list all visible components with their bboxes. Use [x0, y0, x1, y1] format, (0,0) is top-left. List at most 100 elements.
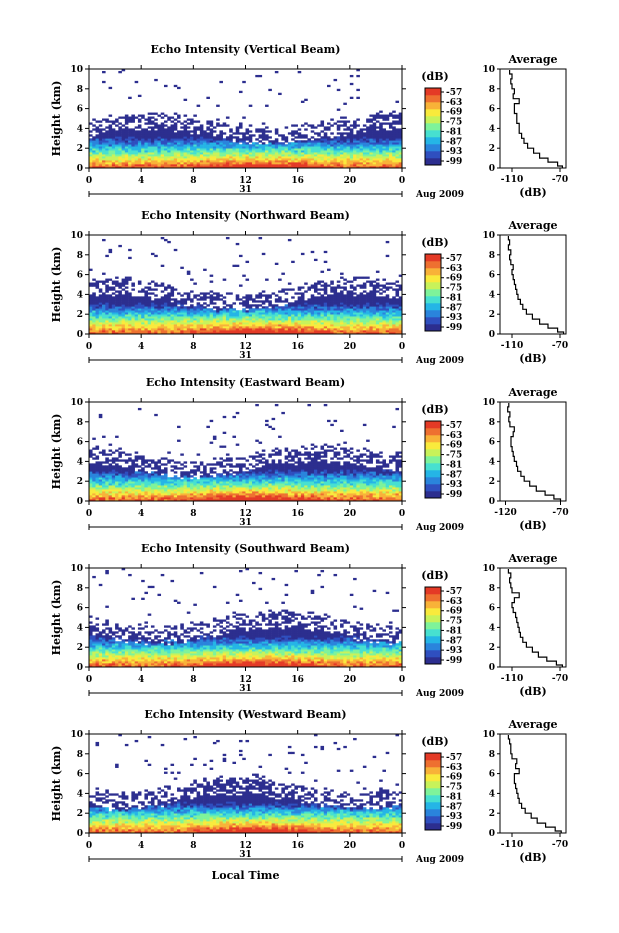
heatmap-cell — [317, 296, 321, 298]
heatmap-cell — [109, 324, 113, 326]
heatmap-cell — [105, 279, 109, 281]
heatmap-cell — [311, 150, 315, 152]
heatmap-cell — [249, 316, 253, 318]
heatmap-cell — [122, 150, 126, 152]
heatmap-cell — [180, 310, 184, 312]
heatmap-cell — [265, 158, 269, 160]
heatmap-cell — [311, 160, 315, 162]
y-tick-label: 4 — [77, 124, 83, 134]
heatmap-cell — [311, 489, 315, 491]
heatmap-cell — [200, 324, 204, 326]
heatmap-cell — [311, 130, 315, 132]
heatmap-cell — [174, 128, 178, 130]
heatmap-cell — [379, 497, 383, 499]
heatmap-cell — [320, 493, 324, 495]
heatmap-cell — [213, 320, 217, 322]
heatmap-cell — [112, 140, 116, 142]
heatmap-cell — [278, 142, 282, 144]
heatmap-cell — [151, 138, 155, 140]
heatmap-cell — [395, 150, 399, 152]
heatmap-cell — [343, 283, 347, 285]
heatmap-cell — [255, 316, 259, 318]
heatmap-cell — [236, 160, 240, 162]
heatmap-cell — [190, 316, 194, 318]
heatmap-cell — [369, 128, 373, 130]
x-tick-label: 16 — [291, 176, 304, 186]
heatmap-cell — [304, 316, 308, 318]
heatmap-cell — [157, 160, 161, 162]
heatmap-cell — [131, 140, 135, 142]
heatmap-cell — [164, 310, 168, 312]
heatmap-cell — [128, 312, 132, 314]
heatmap-cell — [242, 320, 246, 322]
heatmap-cell — [249, 330, 253, 332]
heatmap-cell — [242, 160, 246, 162]
heatmap-cell — [232, 136, 236, 138]
heatmap-cell — [304, 320, 308, 322]
heatmap-cell — [122, 491, 126, 493]
heatmap-cell — [161, 310, 165, 312]
heatmap-cell — [219, 298, 223, 300]
heatmap-cell — [190, 290, 194, 292]
heatmap-cell — [105, 158, 109, 160]
heatmap-cell — [99, 318, 103, 320]
heatmap-cell — [376, 326, 380, 328]
heatmap-cell — [272, 487, 276, 489]
heatmap-cell — [226, 292, 230, 294]
heatmap-cell — [96, 491, 100, 493]
heatmap-cell — [167, 330, 171, 332]
heatmap-cell — [102, 140, 106, 142]
heatmap-cell — [102, 119, 106, 121]
heatmap-cell — [347, 326, 351, 328]
heatmap-cell — [242, 495, 246, 497]
heatmap-cell — [219, 497, 223, 499]
heatmap-cell — [363, 277, 367, 279]
heatmap-cell — [122, 324, 126, 326]
heatmap-cell — [379, 489, 383, 491]
heatmap-cell — [105, 316, 109, 318]
heatmap-cell — [157, 150, 161, 152]
heatmap-cell — [122, 497, 126, 499]
heatmap-cell — [187, 326, 191, 328]
colorbar-swatch — [425, 151, 441, 158]
heatmap-cell — [298, 489, 302, 491]
heatmap-cell — [115, 283, 119, 285]
heatmap-cell — [96, 330, 100, 332]
heatmap-cell — [327, 152, 331, 154]
heatmap-cell — [291, 310, 295, 312]
heatmap-cell — [330, 294, 334, 296]
heatmap-cell — [206, 150, 210, 152]
heatmap-cell — [144, 140, 148, 142]
heatmap-cell — [138, 328, 142, 330]
heatmap-cell — [327, 148, 331, 150]
heatmap-cell — [275, 130, 279, 132]
heatmap-cell — [259, 146, 263, 148]
heatmap-cell — [161, 237, 165, 239]
heatmap-cell — [118, 318, 122, 320]
heatmap-cell — [125, 156, 129, 158]
heatmap-cell — [118, 314, 122, 316]
heatmap-cell — [334, 146, 338, 148]
heatmap-cell — [314, 328, 318, 330]
heatmap-cell — [389, 158, 393, 160]
heatmap-cell — [373, 304, 377, 306]
heatmap-cell — [128, 158, 132, 160]
heatmap-cell — [216, 162, 220, 164]
heatmap-cell — [298, 286, 302, 288]
heatmap-cell — [203, 142, 207, 144]
heatmap-cell — [246, 330, 250, 332]
heatmap-cell — [395, 281, 399, 283]
heatmap-cell — [311, 495, 315, 497]
heatmap-cell — [236, 156, 240, 158]
heatmap-cell — [304, 128, 308, 130]
heatmap-cell — [125, 326, 129, 328]
heatmap-cell — [343, 144, 347, 146]
heatmap-cell — [379, 326, 383, 328]
heatmap-cell — [337, 330, 341, 332]
heatmap-cell — [164, 148, 168, 150]
heatmap-cell — [151, 130, 155, 132]
heatmap-cell — [109, 328, 113, 330]
heatmap-cell — [99, 300, 103, 302]
heatmap-cell — [356, 308, 360, 310]
heatmap-cell — [141, 485, 145, 487]
